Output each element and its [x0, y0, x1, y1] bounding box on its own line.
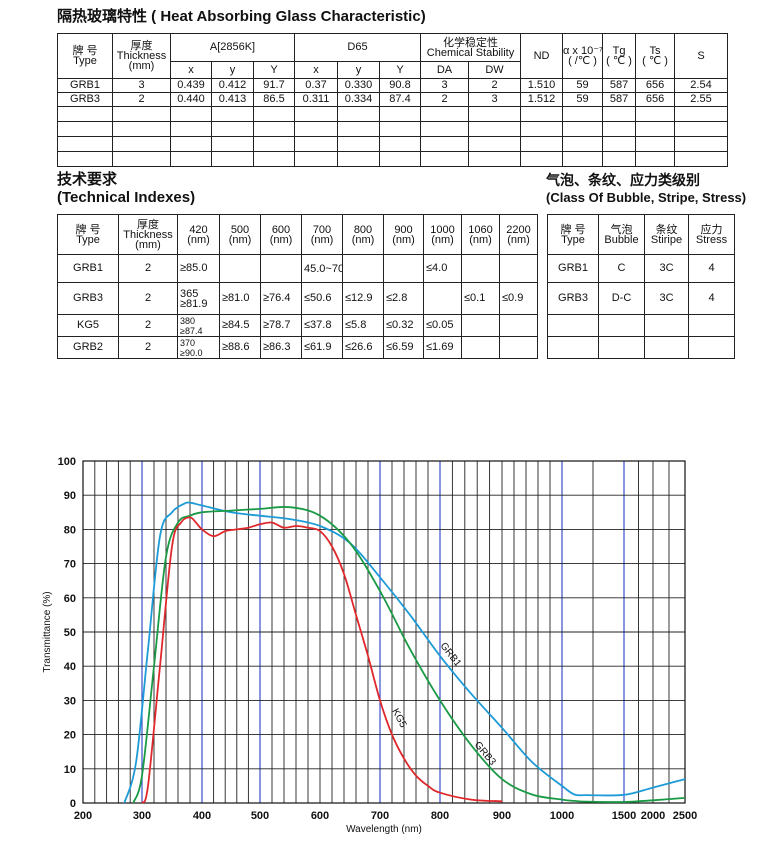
- type-cell: GRB3: [57, 282, 119, 315]
- thickness-header: 厚度 Thickness (mm): [112, 33, 171, 79]
- x-tick-label: 200: [74, 810, 92, 822]
- x-tick-label: 600: [311, 810, 329, 822]
- y-tick-label: 80: [64, 524, 76, 536]
- x-axis-label: Wavelength (nm): [346, 824, 422, 835]
- series-label-grb3: GRB3: [472, 740, 498, 768]
- bubble-stress-header: 应力 Stress: [688, 214, 735, 255]
- x-tick-label: 2000: [641, 810, 665, 822]
- x-tick-label: 300: [133, 810, 151, 822]
- series-line-grb3: [132, 505, 686, 804]
- tech-thickness-header: 厚度 Thickness (mm): [118, 214, 178, 255]
- wavelength-header-2200: 2200 (nm): [499, 214, 538, 255]
- table-cell: D-C: [598, 282, 645, 315]
- y-tick-label: 70: [64, 559, 76, 571]
- x-tick-label: 800: [431, 810, 449, 822]
- value-cell: ≥85.0: [177, 254, 220, 283]
- table-row: KG5 2 380 ≥87.4 ≥84.5 ≥78.7 ≤37.8 ≤5.8 ≤0.32 ≤0.…: [57, 314, 538, 337]
- chem-stability-header: 化学稳定性 Chemical Stability: [419, 33, 522, 62]
- value-cell: ≤6.59: [383, 336, 424, 359]
- empty-cell: [688, 336, 735, 359]
- type-cell: GRB2: [57, 336, 119, 359]
- wavelength-header-1000: 1000 (nm): [423, 214, 462, 255]
- x-tick-label: 500: [251, 810, 269, 822]
- series-line-kg5: [141, 516, 503, 804]
- x-tick-label: 1000: [550, 810, 574, 822]
- tg-header: Tg ( ℃ ): [602, 33, 637, 79]
- y-tick-label: 100: [58, 456, 76, 468]
- x-tick-label: 700: [371, 810, 389, 822]
- thickness-cell: 2: [118, 336, 178, 359]
- table-cell: GRB3: [547, 282, 599, 315]
- y-tick-label: 90: [64, 490, 76, 502]
- table-cell: 3C: [644, 282, 689, 315]
- technical-title-en: (Technical Indexes): [57, 189, 196, 206]
- y-tick-label: 60: [64, 593, 76, 605]
- wavelength-header-420: 420 (nm): [177, 214, 220, 255]
- value-cell: ≤12.9: [342, 282, 384, 315]
- y-axis-label: Transmittance (%): [42, 591, 53, 672]
- bubble-bubble-header: 气泡 Bubble: [598, 214, 645, 255]
- heat-absorbing-table: 牌 号 Type 厚度 Thickness (mm) A[2856K] D65 …: [57, 33, 729, 167]
- table-row: GRB3 2 365 ≥81.9 ≥81.0 ≥76.4 ≤50.6 ≤12.9 ≤2.8 ≤0…: [57, 282, 538, 315]
- x-tick-label: 900: [493, 810, 511, 822]
- empty-cell: [674, 151, 729, 167]
- bubble-table: 牌 号 Type 气泡 Bubble 条纹 Stiripe 应力 Stress …: [547, 214, 735, 359]
- x-tick-label: 1500: [612, 810, 636, 822]
- y-tick-label: 50: [64, 627, 76, 639]
- y-tick-label: 0: [70, 798, 76, 810]
- value-cell: [499, 336, 538, 359]
- heat-absorbing-title: 隔热玻璃特性 ( Heat Absorbing Glass Characteri…: [57, 8, 426, 25]
- series-line-grb1: [123, 501, 686, 804]
- table-row: GRB3 D-C 3C 4: [547, 282, 735, 315]
- table-row: [547, 314, 735, 337]
- plot-frame: [82, 460, 686, 804]
- wavelength-header-1060: 1060 (nm): [461, 214, 500, 255]
- technical-title-cn: 技术要求: [57, 171, 118, 188]
- thickness-cell: 2: [118, 254, 178, 283]
- table-row: [547, 336, 735, 359]
- technical-table: 牌 号 Type 厚度 Thickness (mm) 420 (nm) 500 (nm…: [57, 214, 538, 359]
- value-cell: ≤0.9: [499, 282, 538, 315]
- nd-header: ND: [520, 33, 564, 79]
- table-row: GRB1 C 3C 4: [547, 254, 735, 283]
- empty-row: [57, 151, 729, 167]
- y-tick-label: 40: [64, 661, 76, 673]
- empty-cell: [467, 151, 522, 167]
- bubble-title-cn: 气泡、条纹、应力类级别: [546, 172, 700, 188]
- type-header: 牌 号 Type: [57, 33, 113, 79]
- series-label-grb1: GRB1: [438, 641, 464, 670]
- empty-row: [57, 136, 729, 152]
- value-cell: 365 ≥81.9: [177, 282, 220, 315]
- x-tick-label: 400: [193, 810, 211, 822]
- empty-row: [57, 106, 729, 122]
- wavelength-header-500: 500 (nm): [219, 214, 261, 255]
- y-tick-label: 10: [64, 764, 76, 776]
- bubble-title-en: (Class Of Bubble, Stripe, Stress): [546, 190, 747, 205]
- y-tick-label: 20: [64, 730, 76, 742]
- ts-header: Ts ( ℃ ): [635, 33, 676, 79]
- table-row: GRB2 2 370 ≥90.0 ≥88.6 ≥86.3 ≤61.9 ≤26.6 ≤6.59 ≤…: [57, 336, 538, 359]
- table-cell: 4: [688, 254, 735, 283]
- wavelength-header-900: 900 (nm): [383, 214, 424, 255]
- y-tick-label: 30: [64, 695, 76, 707]
- alpha-header: α x 10⁻⁷ ( /℃ ): [562, 33, 604, 79]
- table-row: GRB3 2 0.440 0.413 86.5 0.311 0.334 87.4 2 3 1.512…: [57, 92, 729, 107]
- value-cell: [423, 282, 462, 315]
- x-tick-label: 2500: [673, 810, 697, 822]
